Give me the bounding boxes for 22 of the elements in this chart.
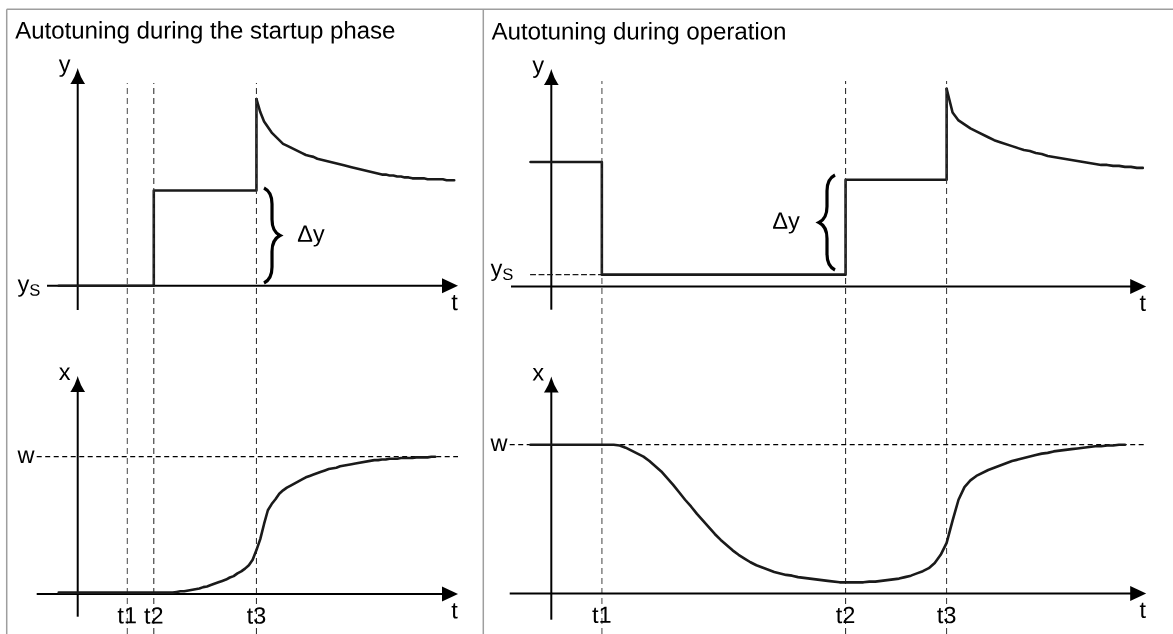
y-axis-title: y bbox=[58, 59, 71, 77]
x-axis-title: t bbox=[451, 603, 458, 619]
x-axis-title: t bbox=[1139, 602, 1146, 619]
x-tick-label: t1 bbox=[117, 607, 136, 624]
chart-title: Autotuning during the startup phase bbox=[15, 21, 395, 44]
text: y$_{S}$ bbox=[490, 263, 513, 282]
chart-title: Autotuning during operation bbox=[491, 22, 785, 45]
y-axis-title: y bbox=[532, 60, 545, 78]
ref-line-label: w bbox=[17, 450, 35, 463]
ref-line-label: w bbox=[490, 438, 508, 451]
x-tick-label: t3 bbox=[937, 606, 956, 624]
annotation: Δy bbox=[773, 212, 800, 234]
x-tick-label: t2 bbox=[836, 606, 855, 624]
y-axis-title: x bbox=[59, 367, 71, 380]
x-tick-label: t3 bbox=[247, 607, 266, 624]
x-axis-title: t bbox=[1139, 295, 1146, 312]
x-axis-title: t bbox=[451, 294, 458, 311]
x-tick-label: t1 bbox=[592, 606, 611, 624]
x-tick-label: t2 bbox=[144, 607, 163, 624]
annotation: Δy bbox=[297, 225, 325, 247]
y-axis-title: x bbox=[532, 368, 544, 381]
text: y$_{S}$ bbox=[17, 279, 40, 297]
